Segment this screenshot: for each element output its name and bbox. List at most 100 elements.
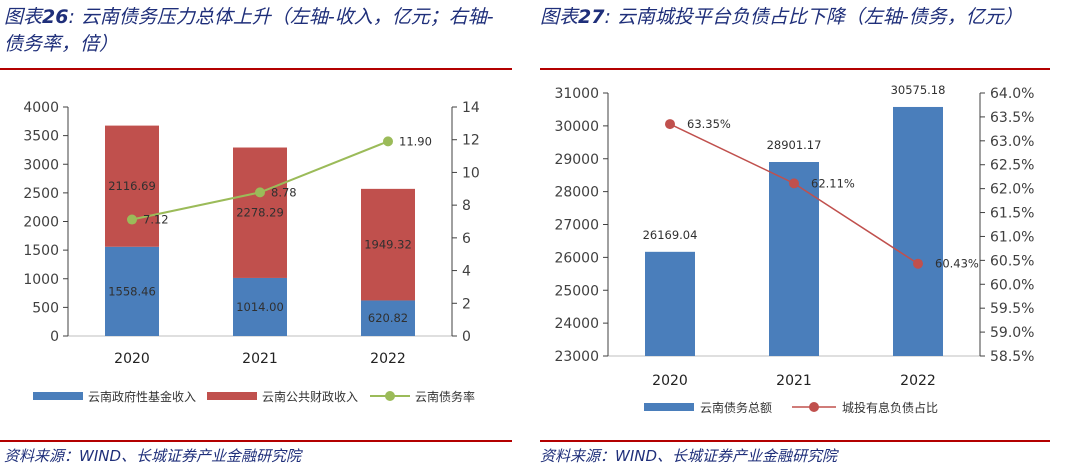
y-left-tick-label: 31000 [554,86,599,102]
y-left-tick-label: 27000 [554,218,599,234]
data-label-government-fund: 620.82 [368,311,408,325]
y-right-tick-label: 0 [462,329,471,345]
x-category-label: 2021 [776,373,812,389]
point-debt-share [913,258,923,269]
legend-label-government-fund: 云南政府性基金收入 [88,389,196,404]
y-right-tick-label: 2 [462,296,471,312]
legend-label-public-finance: 云南公共财政收入 [262,389,358,404]
y-left-tick-label: 1500 [23,243,59,259]
y-left-tick-label: 3500 [23,129,59,145]
source-note: 资料来源：WIND、长城证券产业金融研究院 [540,447,838,465]
legend-swatch-public-finance [207,392,257,400]
bottom-rule [0,440,512,442]
chart-figure-27: 23000 24000 25000 26000 27000 28000 29000 30000… [554,83,1034,415]
data-label-public-finance: 2116.69 [108,179,156,193]
point-debt-ratio [255,187,265,198]
panel-figure-26: 图表26: 云南债务压力总体上升（左轴-收入，亿元；右轴-债务率，倍） 0 500… [0,0,520,476]
title-number: 26 [42,6,69,28]
legend-label-total-debt: 云南债务总额 [700,400,772,415]
y-right-tick-label: 6 [462,231,471,247]
y-right-tick-label: 4 [462,264,471,280]
title-prefix: 图表 [540,6,579,28]
bar-public-finance-revenue [105,125,159,247]
y-right-tick-label: 10 [462,165,480,181]
source-note: 资料来源：WIND、长城证券产业金融研究院 [4,447,302,465]
bar-public-finance-revenue [361,188,415,301]
y-right-tick-label: 14 [462,100,480,116]
bar-total-debt [893,106,943,356]
y-right-tick-label: 64.0% [990,86,1034,102]
x-category-label: 2020 [652,373,688,389]
legend-label-debt-ratio: 云南债务率 [415,389,475,404]
top-rule [540,68,1050,70]
data-label-public-finance: 1949.32 [364,238,412,252]
bar-total-debt [645,251,695,356]
y-left-tick-label: 29000 [554,152,599,168]
y-left-tick-label: 24000 [554,316,599,332]
bar-government-fund-revenue [105,246,159,336]
y-right-tick-label: 63.0% [990,134,1034,150]
chart-title: 图表26: 云南债务压力总体上升（左轴-收入，亿元；右轴-债务率，倍） [4,4,509,58]
y-left-tick-label: 25000 [554,283,599,299]
y-left-tick-label: 28000 [554,185,599,201]
bar-government-fund-revenue [361,300,415,336]
y-left-tick-label: 0 [50,329,59,345]
legend-label-debt-share: 城投有息负债占比 [842,400,938,415]
y-right-tick-label: 61.5% [990,206,1034,222]
y-left-tick-label: 26000 [554,250,599,266]
point-debt-share [789,178,799,189]
title-prefix: 图表 [4,6,43,28]
legend-swatch-total-debt [644,403,694,411]
top-rule [0,68,512,70]
y-left-tick-label: 500 [32,300,59,316]
point-debt-share [665,119,675,130]
chart-title: 图表27: 云南城投平台负债占比下降（左轴-债务，亿元） [540,4,1075,31]
data-label-government-fund: 1558.46 [108,284,156,298]
y-left-tick-label: 2500 [23,186,59,202]
data-label-government-fund: 1014.00 [236,300,284,314]
chart-figure-26: 0500100015002000250030003500400002468101… [23,100,480,404]
bar-total-debt [769,161,819,356]
title-text: : 云南城投平台负债占比下降（左轴-债务，亿元） [604,6,1023,28]
title-text: : 云南债务压力总体上升（左轴-收入，亿元；右轴-债务率，倍） [4,6,494,55]
y-right-tick-label: 12 [462,133,480,149]
y-right-tick-label: 60.5% [990,253,1034,269]
y-left-tick-label: 2000 [23,215,59,231]
legend-marker-debt-ratio [385,391,395,401]
point-debt-ratio [383,136,393,147]
data-label-total-debt: 30575.18 [891,83,946,97]
data-label-debt-ratio: 7.12 [143,213,169,227]
y-right-tick-label: 60.0% [990,277,1034,293]
bottom-rule [540,440,1050,442]
point-debt-ratio [127,214,137,225]
x-category-label: 2022 [370,351,406,367]
x-category-label: 2021 [242,351,278,367]
data-label-debt-share: 60.43% [935,257,979,271]
bar-government-fund-revenue [233,277,287,336]
y-left-tick-label: 3000 [23,157,59,173]
data-label-debt-ratio: 11.90 [399,134,432,148]
x-category-label: 2022 [900,373,936,389]
data-label-debt-ratio: 8.78 [271,185,297,199]
legend-swatch-government-fund [33,392,83,400]
data-label-debt-share: 63.35% [687,117,731,131]
data-label-debt-share: 62.11% [811,176,855,190]
y-right-tick-label: 8 [462,198,471,214]
y-left-tick-label: 1000 [23,272,59,288]
y-left-tick-label: 30000 [554,119,599,135]
y-right-tick-label: 63.5% [990,110,1034,126]
x-category-label: 2020 [114,351,150,367]
y-right-tick-label: 58.5% [990,349,1034,365]
panel-figure-27: 图表27: 云南城投平台负债占比下降（左轴-债务，亿元） 23000 24000 2… [540,0,1080,476]
legend-marker-debt-share [809,402,819,412]
title-number: 27 [578,6,605,28]
y-left-tick-label: 4000 [23,100,59,116]
y-right-tick-label: 61.0% [990,229,1034,245]
data-label-total-debt: 28901.17 [767,138,822,152]
y-right-tick-label: 62.5% [990,158,1034,174]
y-left-tick-label: 23000 [554,349,599,365]
bar-public-finance-revenue [233,147,287,278]
data-label-total-debt: 26169.04 [643,228,698,242]
data-label-public-finance: 2278.29 [236,206,284,220]
y-right-tick-label: 62.0% [990,182,1034,198]
